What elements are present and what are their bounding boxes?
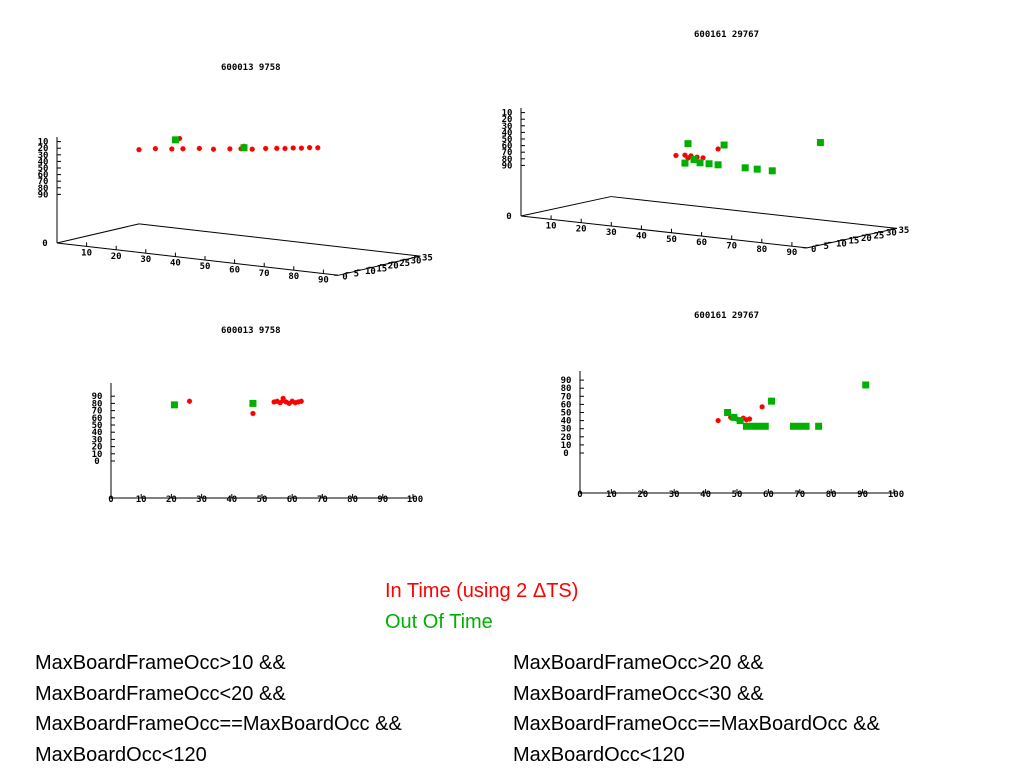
data-point — [768, 398, 775, 405]
data-point — [762, 423, 769, 430]
cut-line: MaxBoardOcc<120 — [35, 740, 402, 770]
cut-line: MaxBoardFrameOcc>20 && — [513, 648, 880, 679]
cut-line: MaxBoardFrameOcc<20 && — [35, 679, 402, 710]
data-point — [730, 414, 737, 421]
x-tick-label: 0 — [577, 490, 582, 500]
x-tick-label: 100 — [888, 490, 904, 500]
x-tick-label: 10 — [606, 490, 617, 500]
data-point — [790, 423, 797, 430]
cut-line: MaxBoardFrameOcc>10 && — [35, 648, 402, 679]
data-point — [796, 423, 803, 430]
data-point — [862, 381, 869, 388]
x-tick-label: 60 — [763, 490, 774, 500]
legend-out-of-time: Out Of Time — [385, 611, 493, 634]
data-point — [743, 423, 750, 430]
x-tick-label: 70 — [794, 490, 805, 500]
x-tick-label: 40 — [700, 490, 711, 500]
cut-line: MaxBoardFrameOcc==MaxBoardOcc && — [513, 709, 880, 740]
cuts-left: MaxBoardFrameOcc>10 && MaxBoardFrameOcc<… — [35, 648, 402, 770]
legend-in-time: In Time (using 2 ΔTS) — [385, 580, 578, 603]
cuts-right: MaxBoardFrameOcc>20 && MaxBoardFrameOcc<… — [513, 648, 880, 770]
x-tick-label: 90 — [857, 490, 868, 500]
x-tick-label: 20 — [637, 490, 648, 500]
y-tick-label: 90 — [561, 376, 572, 386]
data-point — [755, 423, 762, 430]
data-point — [760, 404, 765, 409]
cut-line: MaxBoardOcc<120 — [513, 740, 880, 770]
x-tick-label: 80 — [826, 490, 837, 500]
x-tick-label: 30 — [669, 490, 680, 500]
data-point — [747, 416, 752, 421]
cut-line: MaxBoardFrameOcc<30 && — [513, 679, 880, 710]
data-point — [737, 417, 744, 424]
data-point — [803, 423, 810, 430]
x-tick-label: 50 — [732, 490, 743, 500]
data-point — [724, 409, 731, 416]
cut-line: MaxBoardFrameOcc==MaxBoardOcc && — [35, 709, 402, 740]
data-point — [815, 423, 822, 430]
data-point — [716, 418, 721, 423]
data-point — [749, 423, 756, 430]
